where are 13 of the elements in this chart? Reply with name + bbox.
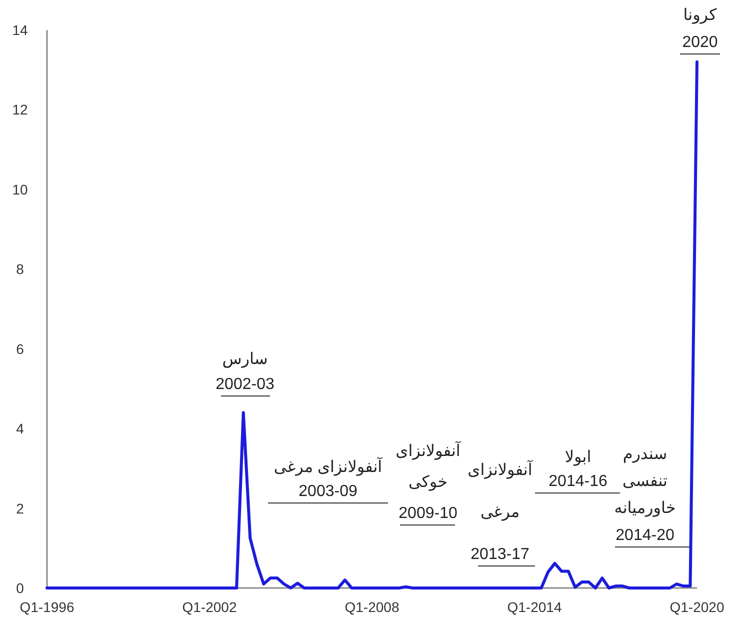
y-tick-label: 4 [16, 420, 24, 437]
y-tick-label: 2 [16, 500, 24, 516]
y-tick-label: 6 [16, 340, 24, 357]
x-tick-label: Q1-2008 [344, 599, 400, 615]
y-tick-label: 14 [12, 22, 28, 38]
y-tick-label: 0 [16, 580, 24, 596]
y-tick-label: 10 [12, 181, 28, 198]
x-tick-label: Q1-2002 [182, 599, 237, 615]
x-tick-label: Q1-2020 [670, 599, 724, 615]
x-tick-label: Q1-1996 [20, 599, 74, 615]
y-tick-label: 8 [16, 261, 24, 278]
y-tick-label: 12 [12, 102, 28, 118]
x-tick-label: Q1-2014 [507, 599, 562, 615]
